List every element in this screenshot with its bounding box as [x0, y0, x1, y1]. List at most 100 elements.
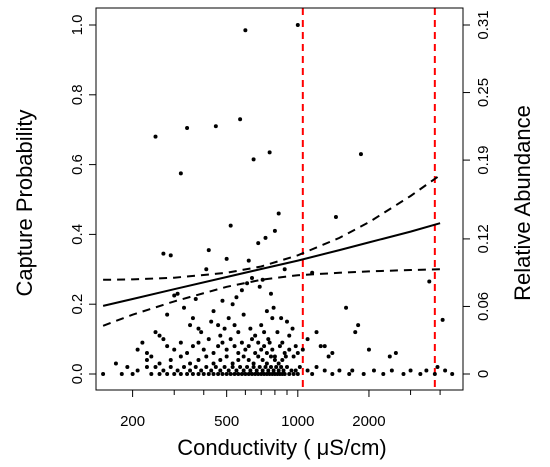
data-point: [239, 372, 244, 376]
data-point: [220, 340, 225, 345]
data-point: [249, 276, 254, 281]
data-point: [432, 372, 437, 376]
data-point: [264, 372, 269, 376]
data-point: [236, 351, 241, 356]
data-point: [230, 302, 235, 307]
data-point: [274, 365, 279, 370]
data-point: [262, 344, 267, 349]
data-point: [175, 368, 180, 373]
data-point: [389, 368, 394, 373]
data-point: [300, 347, 305, 352]
data-point: [157, 361, 162, 366]
data-point: [280, 340, 285, 345]
data-point: [182, 305, 187, 310]
data-point: [246, 358, 251, 363]
data-point: [218, 368, 223, 373]
data-point: [253, 372, 258, 376]
data-point: [322, 368, 327, 373]
data-point: [172, 347, 177, 352]
data-point: [253, 333, 258, 338]
data-point: [213, 124, 218, 129]
upper-confidence-line: [103, 174, 441, 281]
data-point: [256, 340, 261, 345]
data-point: [264, 351, 269, 356]
data-point: [228, 223, 233, 228]
data-point: [287, 333, 292, 338]
data-point: [188, 323, 193, 328]
data-point: [209, 368, 214, 373]
data-point: [178, 340, 183, 345]
data-point: [196, 326, 201, 331]
data-point: [201, 347, 206, 352]
data-point: [193, 296, 198, 301]
data-point: [243, 372, 248, 376]
data-point: [248, 326, 253, 331]
data-point: [243, 347, 248, 352]
data-point: [161, 337, 166, 342]
data-point: [291, 372, 296, 376]
data-point: [172, 372, 177, 376]
data-point: [178, 171, 183, 176]
data-point: [326, 354, 331, 359]
data-point: [371, 368, 376, 373]
data-point: [185, 372, 190, 376]
data-point: [287, 347, 292, 352]
data-point: [401, 372, 406, 376]
data-point: [295, 351, 300, 356]
data-point: [119, 372, 124, 376]
data-point: [130, 372, 135, 376]
y-tick-label: 1.0: [69, 15, 86, 36]
data-point: [218, 333, 223, 338]
data-point: [165, 344, 170, 349]
data-point: [337, 368, 342, 373]
data-point: [204, 267, 209, 272]
plot-frame: [95, 7, 464, 391]
data-point: [178, 354, 183, 359]
data-point: [295, 23, 300, 27]
data-point: [271, 368, 276, 373]
data-point: [266, 368, 271, 373]
data-point: [353, 330, 358, 335]
data-point: [232, 344, 237, 349]
data-point: [427, 279, 432, 284]
data-point: [257, 284, 262, 289]
data-point: [206, 337, 211, 342]
data-point: [259, 347, 264, 352]
data-point: [149, 372, 154, 376]
data-point: [236, 372, 241, 376]
data-point: [224, 256, 229, 261]
data-point: [443, 368, 448, 373]
data-point: [289, 368, 294, 373]
data-point: [161, 368, 166, 373]
data-point: [267, 340, 272, 345]
data-point: [272, 358, 277, 363]
data-point: [157, 333, 162, 338]
data-point: [153, 330, 158, 335]
data-point: [435, 365, 440, 370]
data-point: [216, 344, 221, 349]
data-point: [144, 358, 149, 363]
data-point: [246, 372, 251, 376]
data-point: [213, 365, 218, 370]
data-point: [248, 368, 253, 373]
data-point: [264, 361, 269, 366]
data-point: [218, 358, 223, 363]
data-point: [272, 354, 277, 359]
y2-tick-label: 0.31: [475, 10, 492, 39]
data-point: [281, 368, 286, 373]
data-point: [230, 365, 235, 370]
data-point: [387, 354, 392, 359]
data-point: [232, 323, 237, 328]
y2-tick-label: 0.12: [475, 224, 492, 253]
data-point: [190, 372, 195, 376]
data-point: [262, 330, 267, 335]
lower-confidence-line: [102, 268, 441, 327]
data-point: [246, 258, 251, 263]
data-point: [256, 354, 261, 359]
data-point: [381, 372, 386, 376]
data-point: [175, 291, 180, 296]
x-tick-label: 2000: [352, 413, 385, 430]
data-point: [262, 372, 267, 376]
data-point: [135, 368, 140, 373]
data-point: [450, 372, 455, 376]
